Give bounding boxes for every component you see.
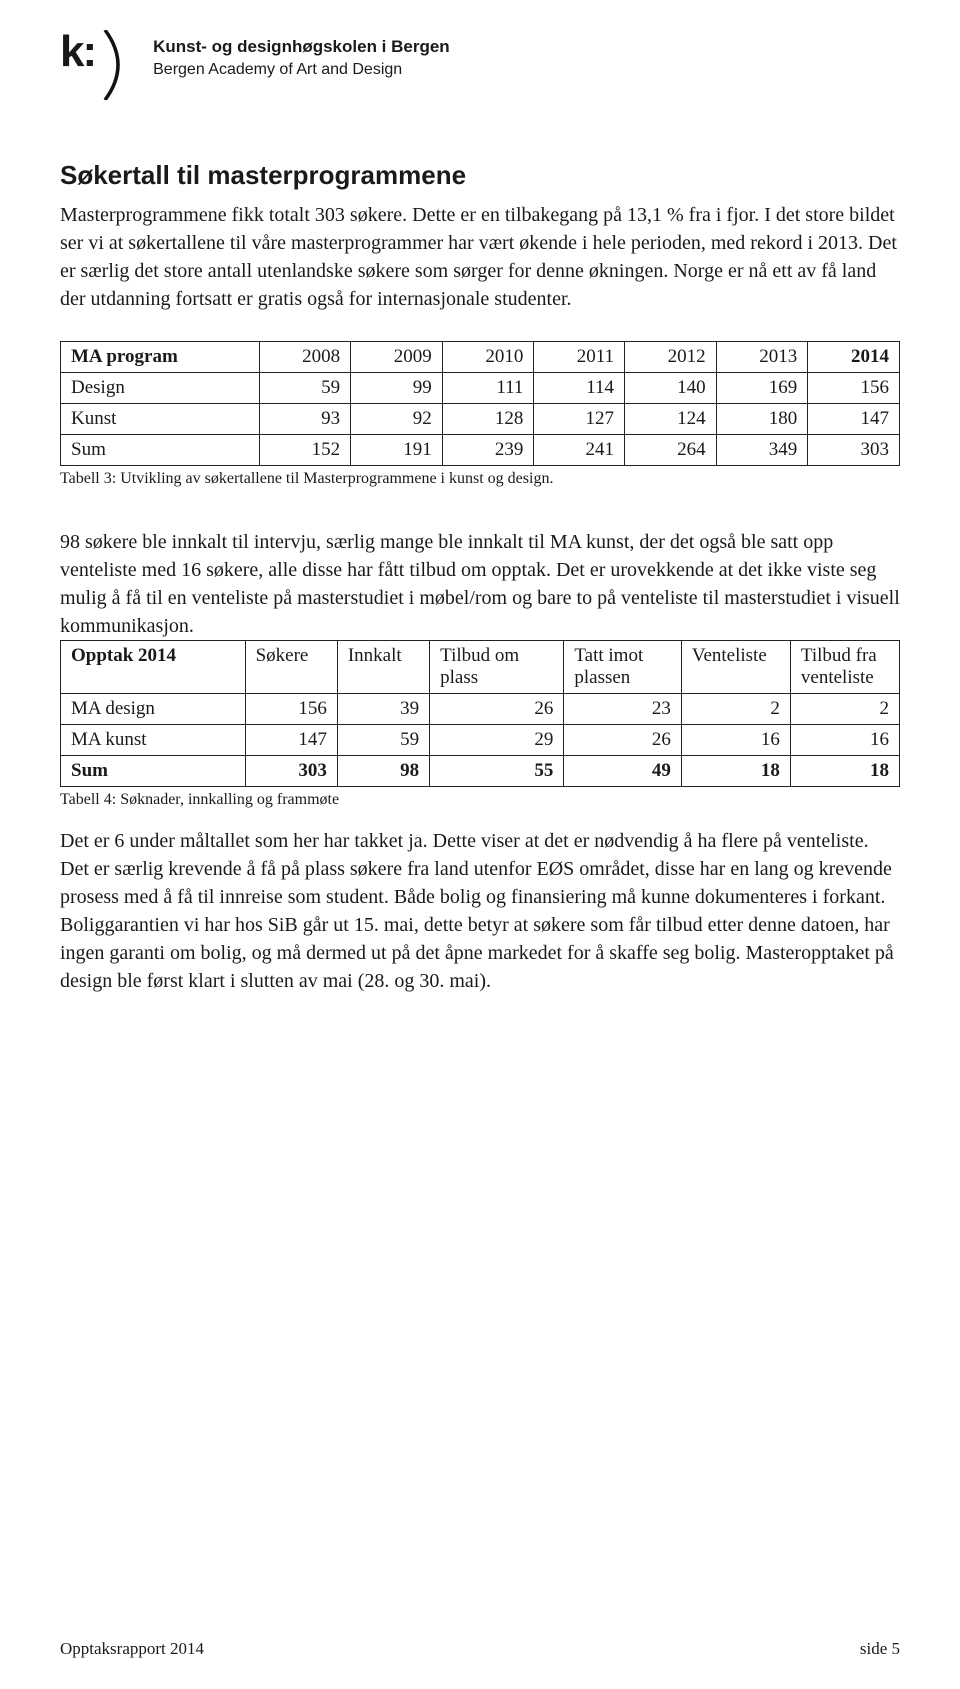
table-header-row: MA program 2008 2009 2010 2011 2012 2013… [61, 342, 900, 373]
table-cell: 124 [624, 404, 716, 435]
table-cell: 2 [681, 694, 790, 725]
table-header-row: Opptak 2014 Søkere Innkalt Tilbud om pla… [61, 641, 900, 694]
table-opptak: Opptak 2014 Søkere Innkalt Tilbud om pla… [60, 640, 900, 787]
table-header-cell: 2008 [259, 342, 351, 373]
table-cell: MA design [61, 694, 246, 725]
table-cell: 26 [564, 725, 681, 756]
footer-right: side 5 [860, 1639, 900, 1659]
table-cell: 303 [245, 756, 337, 787]
table-cell: 264 [624, 435, 716, 466]
table-cell: 128 [442, 404, 534, 435]
table-cell: 239 [442, 435, 534, 466]
table-cell: Sum [61, 435, 260, 466]
table-row: Kunst 93 92 128 127 124 180 147 [61, 404, 900, 435]
table-cell: 169 [716, 373, 808, 404]
table-cell: 147 [808, 404, 900, 435]
table-header-cell: 2009 [351, 342, 443, 373]
table-cell: 39 [337, 694, 429, 725]
table-header-cell: 2010 [442, 342, 534, 373]
table-header-cell: 2012 [624, 342, 716, 373]
table-header-cell: Tilbud fra venteliste [790, 641, 899, 694]
closing-paragraph: Det er 6 under måltallet som her har tak… [60, 827, 900, 995]
table-cell: 49 [564, 756, 681, 787]
table-cell: 156 [808, 373, 900, 404]
intro-paragraph: Masterprogrammene fikk totalt 303 søkere… [60, 201, 900, 313]
section-heading: Søkertall til masterprogrammene [60, 160, 900, 191]
org-name-primary: Kunst- og designhøgskolen i Bergen [153, 36, 450, 59]
table-cell: 93 [259, 404, 351, 435]
table-cell: Design [61, 373, 260, 404]
page-footer: Opptaksrapport 2014 side 5 [60, 1639, 900, 1659]
table-cell: 152 [259, 435, 351, 466]
table-cell: 16 [790, 725, 899, 756]
table-row: MA kunst 147 59 29 26 16 16 [61, 725, 900, 756]
logo: k: [60, 30, 135, 100]
table-ma-program: MA program 2008 2009 2010 2011 2012 2013… [60, 341, 900, 466]
table-row: Sum 303 98 55 49 18 18 [61, 756, 900, 787]
table-cell: 98 [337, 756, 429, 787]
table-row: Sum 152 191 239 241 264 349 303 [61, 435, 900, 466]
table-cell: 180 [716, 404, 808, 435]
table-cell: 114 [534, 373, 625, 404]
table-cell: 92 [351, 404, 443, 435]
logo-text: k: [60, 30, 95, 74]
table-header-cell: Venteliste [681, 641, 790, 694]
org-name-secondary: Bergen Academy of Art and Design [153, 59, 450, 81]
table-caption: Tabell 4: Søknader, innkalling og frammø… [60, 791, 900, 809]
table-cell: 29 [430, 725, 564, 756]
table-cell: 147 [245, 725, 337, 756]
table-cell: 16 [681, 725, 790, 756]
table-cell: 59 [337, 725, 429, 756]
table-cell: 140 [624, 373, 716, 404]
table-row: Design 59 99 111 114 140 169 156 [61, 373, 900, 404]
table-cell: 156 [245, 694, 337, 725]
table-cell: 18 [681, 756, 790, 787]
footer-left: Opptaksrapport 2014 [60, 1639, 204, 1659]
table-header-cell: MA program [61, 342, 260, 373]
table-cell: 23 [564, 694, 681, 725]
logo-arc-icon [101, 30, 135, 100]
table-cell: 241 [534, 435, 625, 466]
table-cell: 59 [259, 373, 351, 404]
table-cell: 55 [430, 756, 564, 787]
mid-paragraph: 98 søkere ble innkalt til intervju, særl… [60, 528, 900, 640]
table-cell: 18 [790, 756, 899, 787]
table-header-cell: 2011 [534, 342, 625, 373]
table-cell: 111 [442, 373, 534, 404]
table-cell: 349 [716, 435, 808, 466]
table-header-cell: Søkere [245, 641, 337, 694]
table-cell: 2 [790, 694, 899, 725]
document-page: k: Kunst- og designhøgskolen i Bergen Be… [0, 0, 960, 1689]
table-cell: MA kunst [61, 725, 246, 756]
organization-names: Kunst- og designhøgskolen i Bergen Berge… [153, 36, 450, 81]
table-caption: Tabell 3: Utvikling av søkertallene til … [60, 470, 900, 488]
table-header-cell: Tilbud om plass [430, 641, 564, 694]
table-cell: 127 [534, 404, 625, 435]
table-cell: 99 [351, 373, 443, 404]
table-cell: Sum [61, 756, 246, 787]
table-cell: Kunst [61, 404, 260, 435]
table-header-cell: 2013 [716, 342, 808, 373]
table-cell: 26 [430, 694, 564, 725]
table-header-cell: 2014 [808, 342, 900, 373]
table-cell: 191 [351, 435, 443, 466]
table-row: MA design 156 39 26 23 2 2 [61, 694, 900, 725]
table-cell: 303 [808, 435, 900, 466]
table-header-cell: Opptak 2014 [61, 641, 246, 694]
table-header-cell: Innkalt [337, 641, 429, 694]
letterhead: k: Kunst- og designhøgskolen i Bergen Be… [60, 30, 900, 100]
table-header-cell: Tatt imot plassen [564, 641, 681, 694]
